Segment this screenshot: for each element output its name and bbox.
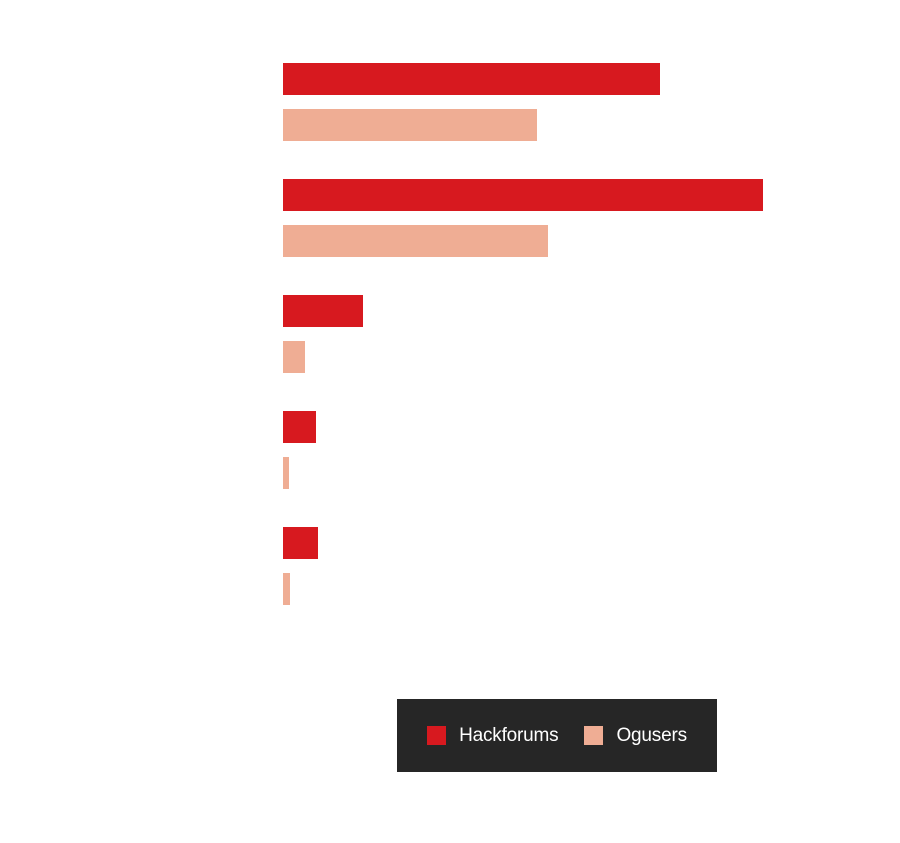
bar-hackforums-5 <box>283 527 318 559</box>
bar-hackforums-1 <box>283 63 660 95</box>
bar-ogusers-5 <box>283 573 290 605</box>
bar-hackforums-2 <box>283 179 763 211</box>
bar-chart <box>283 63 763 605</box>
legend-swatch-ogusers <box>584 726 604 745</box>
legend-label-ogusers: Ogusers <box>616 724 687 746</box>
legend-swatch-hackforums <box>427 726 447 745</box>
legend-label-hackforums: Hackforums <box>459 724 559 746</box>
bars-group <box>283 63 763 605</box>
bar-hackforums-4 <box>283 411 316 443</box>
bar-ogusers-4 <box>283 457 289 489</box>
bar-hackforums-3 <box>283 295 363 327</box>
bar-ogusers-2 <box>283 225 548 257</box>
legend-item-hackforums: Hackforums <box>427 724 559 747</box>
bar-ogusers-3 <box>283 341 305 373</box>
bar-ogusers-1 <box>283 109 537 141</box>
legend-item-ogusers: Ogusers <box>584 724 687 747</box>
legend: Hackforums Ogusers <box>397 699 717 772</box>
